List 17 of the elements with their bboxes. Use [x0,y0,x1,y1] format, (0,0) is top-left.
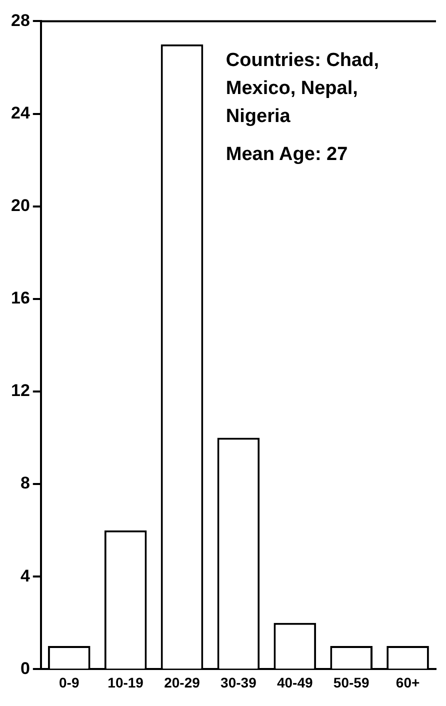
y-tick-label: 24 [10,103,30,122]
x-tick-label: 10-19 [108,674,144,690]
y-tick-label: 16 [10,288,30,308]
x-tick-label: 60+ [396,674,420,690]
annotation: Countries: Chad, Mexico, Nepal, Nigeria [226,50,379,127]
y-tick-label: 20 [10,196,30,216]
x-tick-label: 20-29 [164,674,200,690]
x-tick-label: 50-59 [333,674,370,690]
y-tick-label: 0 [20,658,30,678]
x-tick-label: 40-49 [276,674,314,690]
y-tick-label: 28 [10,10,30,30]
y-tick-label: 4 [20,566,30,586]
y-tick-label: 8 [20,474,30,493]
annotation: Mean Age: 27 [226,144,348,165]
y-tick-label: 12 [10,381,30,400]
x-tick-label: 30-39 [220,674,257,690]
x-tick-label: 0-9 [59,674,80,690]
